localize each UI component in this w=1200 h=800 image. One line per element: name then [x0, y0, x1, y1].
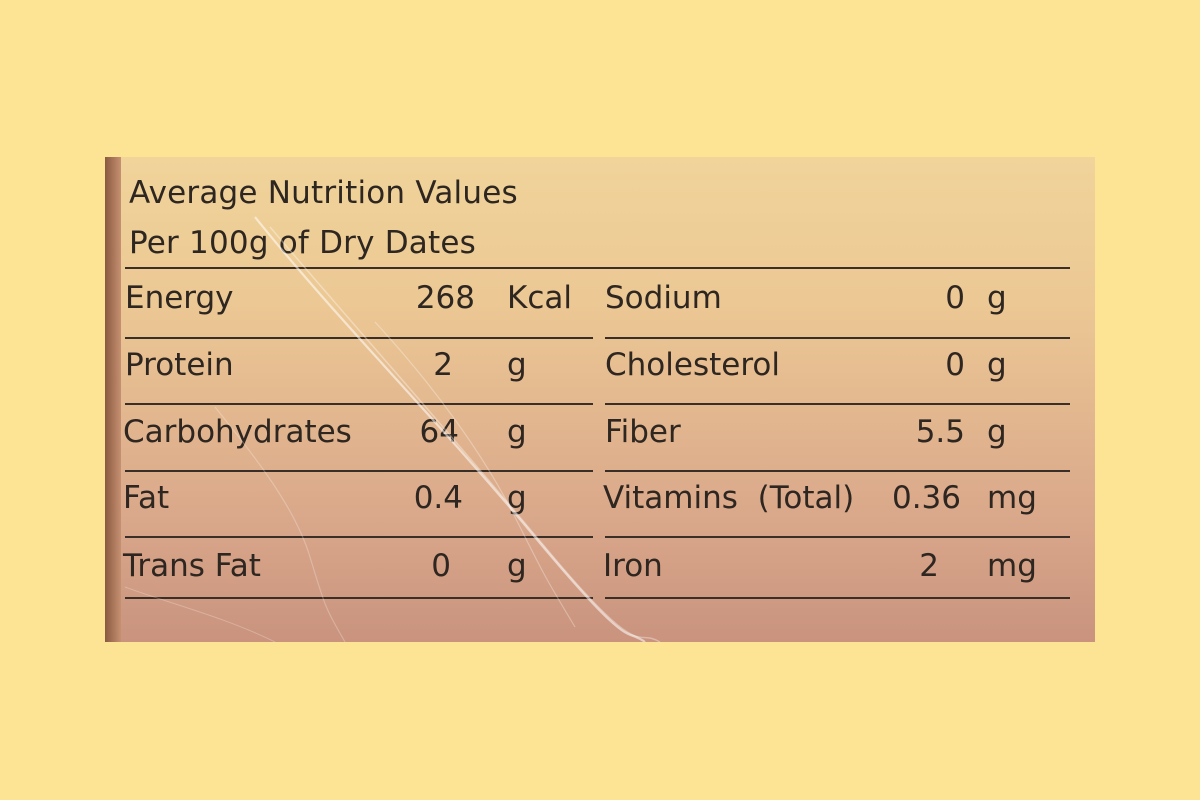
right-row-rule — [605, 403, 1070, 405]
right-row-name: Sodium — [605, 280, 722, 316]
right-row-unit: g — [987, 280, 1007, 316]
right-row-name: Fiber — [605, 414, 681, 450]
left-row-name: Fat — [123, 480, 170, 516]
right-row-unit: g — [987, 414, 1007, 450]
left-row-unit: Kcal — [507, 280, 572, 316]
right-row-name: Iron — [603, 548, 663, 584]
right-row-value: 0 — [945, 347, 965, 383]
left-row-name: Protein — [125, 347, 234, 383]
left-row-unit: g — [507, 480, 527, 516]
left-row-rule — [125, 597, 593, 599]
left-row-value: 268 — [415, 280, 475, 316]
left-row-name: Trans Fat — [123, 548, 261, 584]
right-row-unit: g — [987, 347, 1007, 383]
right-row-name: Cholesterol — [605, 347, 780, 383]
left-row-rule — [125, 536, 593, 538]
left-row-name: Energy — [125, 280, 234, 316]
right-row-value: 5.5 — [915, 414, 965, 450]
left-row-unit: g — [507, 548, 527, 584]
left-row-rule — [125, 403, 593, 405]
left-row-rule — [125, 337, 593, 339]
nutrition-label: Average Nutrition Values Per 100g of Dry… — [105, 157, 1095, 642]
left-row-unit: g — [507, 347, 527, 383]
label-left-edge — [105, 157, 121, 642]
left-row-value: 64 — [419, 414, 459, 450]
right-row-rule — [605, 536, 1070, 538]
right-row-rule — [605, 597, 1070, 599]
left-row-rule — [125, 470, 593, 472]
left-row-name: Carbohydrates — [123, 414, 352, 450]
right-row-value: 0 — [945, 280, 965, 316]
right-row-unit: mg — [987, 480, 1037, 516]
left-row-value: 2 — [433, 347, 453, 383]
right-row-name: Vitamins (Total) — [603, 480, 855, 516]
right-row-unit: mg — [987, 548, 1037, 584]
right-row-value: 2 — [919, 548, 939, 584]
left-row-unit: g — [507, 414, 527, 450]
column-divider — [593, 269, 605, 271]
label-subtitle: Per 100g of Dry Dates — [129, 225, 476, 261]
label-title: Average Nutrition Values — [129, 175, 518, 211]
left-row-value: 0 — [431, 548, 451, 584]
right-row-value: 0.36 — [891, 480, 961, 516]
right-row-rule — [605, 470, 1070, 472]
left-row-value: 0.4 — [413, 480, 463, 516]
right-row-rule — [605, 337, 1070, 339]
